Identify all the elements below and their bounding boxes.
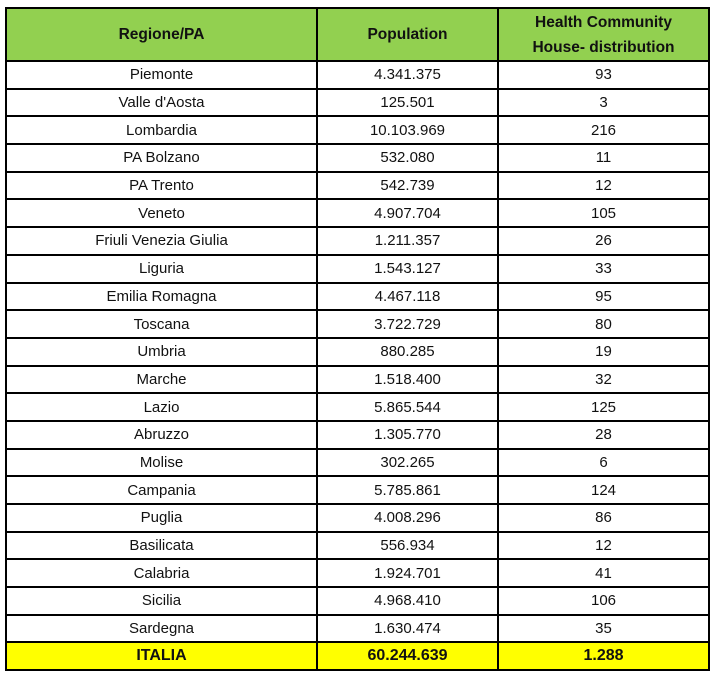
region-cell: Piemonte bbox=[5, 60, 318, 90]
header-population: Population bbox=[316, 7, 499, 62]
population-cell: 1.211.357 bbox=[316, 226, 499, 256]
table-row: Puglia 4.008.296 86 bbox=[5, 503, 710, 533]
region-cell: Abruzzo bbox=[5, 419, 318, 450]
population-cell: 1.518.400 bbox=[316, 364, 499, 395]
distribution-cell: 105 bbox=[497, 198, 710, 229]
total-population-cell: 60.244.639 bbox=[316, 641, 499, 672]
population-table: Regione/PA Population Health Community H… bbox=[5, 7, 710, 672]
region-cell: Veneto bbox=[5, 198, 318, 229]
total-region-cell: ITALIA bbox=[5, 641, 318, 672]
population-cell: 556.934 bbox=[316, 530, 499, 561]
region-cell: Lombardia bbox=[5, 115, 318, 146]
distribution-cell: 26 bbox=[497, 226, 710, 256]
distribution-cell: 216 bbox=[497, 115, 710, 146]
table-row: Lombardia 10.103.969 216 bbox=[5, 115, 710, 146]
distribution-cell: 33 bbox=[497, 253, 710, 284]
region-cell: Marche bbox=[5, 364, 318, 395]
population-cell: 4.907.704 bbox=[316, 198, 499, 229]
region-cell: Basilicata bbox=[5, 530, 318, 561]
region-cell: Liguria bbox=[5, 253, 318, 284]
population-cell: 542.739 bbox=[316, 170, 499, 201]
population-cell: 5.865.544 bbox=[316, 392, 499, 422]
population-cell: 1.630.474 bbox=[316, 613, 499, 644]
region-cell: Friuli Venezia Giulia bbox=[5, 226, 318, 256]
distribution-cell: 11 bbox=[497, 143, 710, 173]
header-distribution-line-1: Health Community bbox=[535, 13, 672, 31]
population-cell: 125.501 bbox=[316, 87, 499, 118]
table-row: PA Trento 542.739 12 bbox=[5, 170, 710, 201]
population-cell: 4.968.410 bbox=[316, 586, 499, 616]
region-cell: Puglia bbox=[5, 503, 318, 533]
table-row: Campania 5.785.861 124 bbox=[5, 475, 710, 505]
population-cell: 3.722.729 bbox=[316, 309, 499, 339]
table-row: Veneto 4.907.704 105 bbox=[5, 198, 710, 229]
population-cell: 5.785.861 bbox=[316, 475, 499, 505]
region-cell: Toscana bbox=[5, 309, 318, 339]
region-cell: PA Bolzano bbox=[5, 143, 318, 173]
region-cell: Umbria bbox=[5, 336, 318, 367]
distribution-cell: 41 bbox=[497, 558, 710, 589]
distribution-cell: 6 bbox=[497, 447, 710, 478]
table-row: Valle d'Aosta 125.501 3 bbox=[5, 87, 710, 118]
region-cell: Lazio bbox=[5, 392, 318, 422]
table-row: Calabria 1.924.701 41 bbox=[5, 558, 710, 589]
table-row: Marche 1.518.400 32 bbox=[5, 364, 710, 395]
region-cell: PA Trento bbox=[5, 170, 318, 201]
region-cell: Calabria bbox=[5, 558, 318, 589]
distribution-cell: 12 bbox=[497, 530, 710, 561]
table-row: Liguria 1.543.127 33 bbox=[5, 253, 710, 284]
population-cell: 4.467.118 bbox=[316, 281, 499, 312]
population-cell: 1.543.127 bbox=[316, 253, 499, 284]
population-cell: 1.305.770 bbox=[316, 419, 499, 450]
distribution-cell: 35 bbox=[497, 613, 710, 644]
population-cell: 1.924.701 bbox=[316, 558, 499, 589]
distribution-cell: 93 bbox=[497, 60, 710, 90]
table-row: Piemonte 4.341.375 93 bbox=[5, 60, 710, 90]
population-cell: 4.008.296 bbox=[316, 503, 499, 533]
population-cell: 4.341.375 bbox=[316, 60, 499, 90]
population-cell: 532.080 bbox=[316, 143, 499, 173]
header-distribution: Health Community House- distribution bbox=[497, 7, 710, 62]
distribution-cell: 86 bbox=[497, 503, 710, 533]
region-cell: Emilia Romagna bbox=[5, 281, 318, 312]
distribution-cell: 95 bbox=[497, 281, 710, 312]
header-region: Regione/PA bbox=[5, 7, 318, 62]
population-cell: 880.285 bbox=[316, 336, 499, 367]
table-row: Sardegna 1.630.474 35 bbox=[5, 613, 710, 644]
table-row: Molise 302.265 6 bbox=[5, 447, 710, 478]
population-cell: 10.103.969 bbox=[316, 115, 499, 146]
region-cell: Campania bbox=[5, 475, 318, 505]
distribution-cell: 124 bbox=[497, 475, 710, 505]
distribution-cell: 80 bbox=[497, 309, 710, 339]
distribution-cell: 32 bbox=[497, 364, 710, 395]
header-row: Regione/PA Population Health Community H… bbox=[5, 7, 710, 62]
distribution-cell: 19 bbox=[497, 336, 710, 367]
distribution-cell: 28 bbox=[497, 419, 710, 450]
table-row: Umbria 880.285 19 bbox=[5, 336, 710, 367]
table-row: Abruzzo 1.305.770 28 bbox=[5, 419, 710, 450]
total-distribution-cell: 1.288 bbox=[497, 641, 710, 672]
table-row: Emilia Romagna 4.467.118 95 bbox=[5, 281, 710, 312]
table-row: Basilicata 556.934 12 bbox=[5, 530, 710, 561]
total-row: ITALIA 60.244.639 1.288 bbox=[5, 641, 710, 672]
distribution-cell: 106 bbox=[497, 586, 710, 616]
distribution-cell: 3 bbox=[497, 87, 710, 118]
table-row: Toscana 3.722.729 80 bbox=[5, 309, 710, 339]
table-row: Friuli Venezia Giulia 1.211.357 26 bbox=[5, 226, 710, 256]
region-cell: Sicilia bbox=[5, 586, 318, 616]
region-cell: Sardegna bbox=[5, 613, 318, 644]
population-cell: 302.265 bbox=[316, 447, 499, 478]
region-cell: Molise bbox=[5, 447, 318, 478]
region-cell: Valle d'Aosta bbox=[5, 87, 318, 118]
distribution-cell: 125 bbox=[497, 392, 710, 422]
distribution-cell: 12 bbox=[497, 170, 710, 201]
header-distribution-line-2: House- distribution bbox=[532, 38, 675, 56]
table-row: Lazio 5.865.544 125 bbox=[5, 392, 710, 422]
table-row: PA Bolzano 532.080 11 bbox=[5, 143, 710, 173]
table-row: Sicilia 4.968.410 106 bbox=[5, 586, 710, 616]
